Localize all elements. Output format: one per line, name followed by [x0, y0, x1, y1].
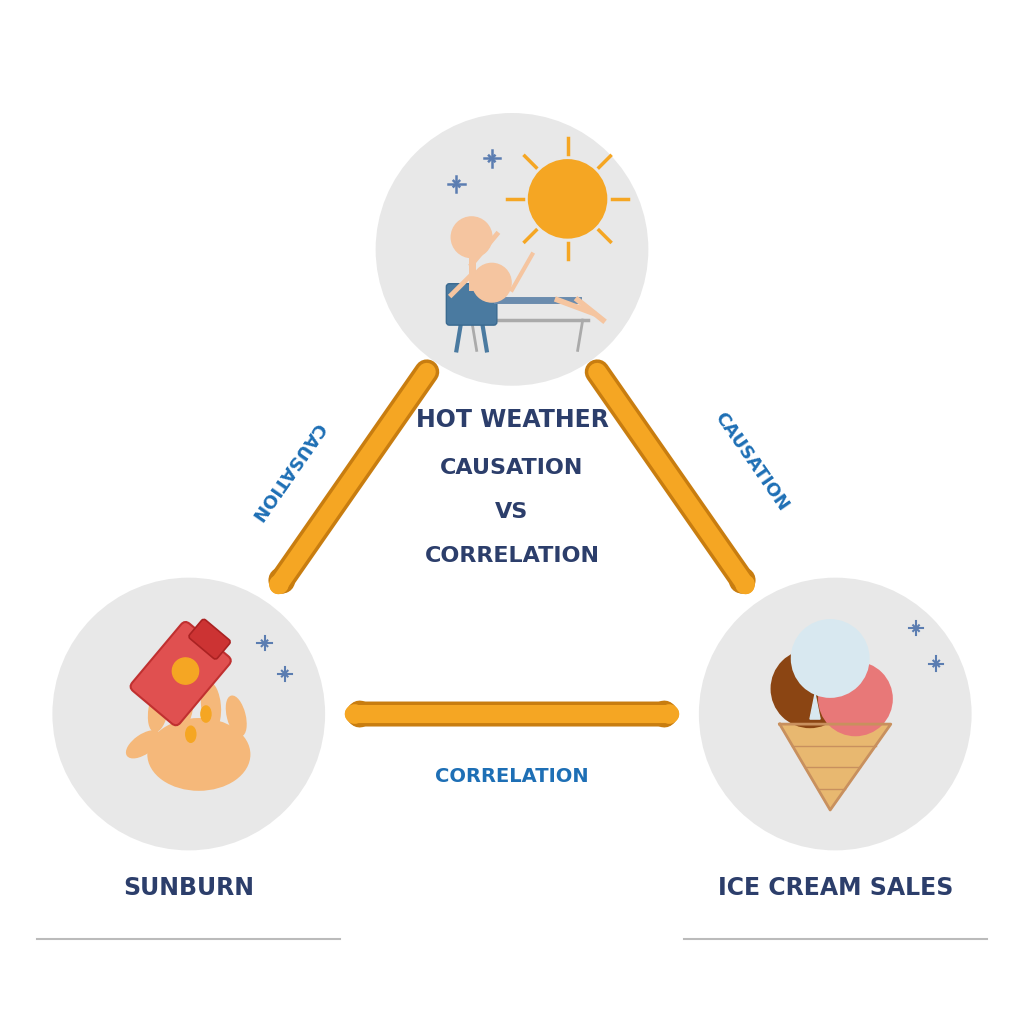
- Text: VS: VS: [496, 502, 528, 522]
- Polygon shape: [810, 694, 820, 719]
- Ellipse shape: [202, 683, 220, 729]
- Circle shape: [172, 657, 199, 684]
- Text: SUNBURN: SUNBURN: [123, 876, 254, 900]
- Text: CAUSATION: CAUSATION: [247, 419, 328, 524]
- Ellipse shape: [226, 696, 246, 736]
- Ellipse shape: [148, 719, 250, 790]
- Polygon shape: [779, 724, 891, 810]
- Circle shape: [772, 650, 848, 727]
- Circle shape: [698, 578, 972, 850]
- Circle shape: [529, 161, 606, 238]
- Circle shape: [792, 621, 868, 697]
- Ellipse shape: [201, 706, 211, 722]
- Text: CAUSATION: CAUSATION: [712, 409, 793, 514]
- Ellipse shape: [185, 726, 196, 742]
- Text: CAUSATION: CAUSATION: [440, 458, 584, 477]
- Ellipse shape: [148, 686, 168, 731]
- FancyBboxPatch shape: [131, 622, 230, 725]
- Text: ICE CREAM SALES: ICE CREAM SALES: [718, 876, 953, 900]
- Circle shape: [376, 113, 648, 386]
- Circle shape: [473, 263, 511, 302]
- Circle shape: [819, 663, 892, 735]
- Ellipse shape: [174, 678, 193, 726]
- Circle shape: [452, 217, 492, 257]
- FancyBboxPatch shape: [446, 284, 497, 326]
- Text: CORRELATION: CORRELATION: [435, 767, 589, 785]
- FancyBboxPatch shape: [188, 620, 230, 659]
- Text: CORRELATION: CORRELATION: [425, 547, 599, 566]
- Circle shape: [52, 578, 326, 850]
- Text: HOT WEATHER: HOT WEATHER: [416, 408, 608, 432]
- Ellipse shape: [127, 731, 160, 758]
